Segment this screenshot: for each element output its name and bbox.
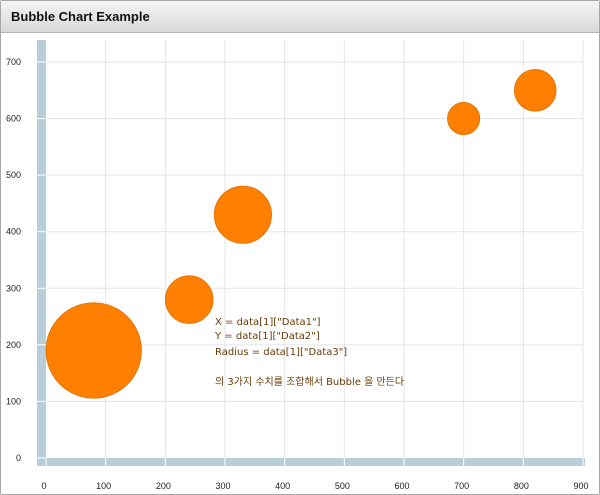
bubble <box>513 69 557 112</box>
x-tick-label: 0 <box>41 481 46 491</box>
y-tick-label: 300 <box>6 283 21 293</box>
x-tick-label: 300 <box>215 481 230 491</box>
x-tick-label: 700 <box>454 481 469 491</box>
grid <box>46 40 584 458</box>
x-tick-label: 500 <box>335 481 350 491</box>
x-tick-label: 800 <box>514 481 529 491</box>
y-axis-bar <box>37 40 46 466</box>
y-tick-label: 0 <box>16 453 21 463</box>
axes: 0 100 200 300 400 500 600 700 800 900 0 100 200 300 40… <box>6 40 589 491</box>
annotation-line: 의 3가지 수치를 조합해서 Bubble 을 만든다 <box>215 375 404 388</box>
x-tick-label: 200 <box>156 481 171 491</box>
bubble <box>213 185 272 244</box>
annotation-line: Y = data[1]["Data2"] <box>214 331 320 342</box>
panel-title: Bubble Chart Example <box>11 9 150 24</box>
bubble <box>45 302 142 399</box>
x-tick-label: 600 <box>394 481 409 491</box>
bubble <box>447 102 481 136</box>
title-bar: Bubble Chart Example <box>1 1 599 33</box>
annotation: X = data[1]["Data1"] Y = data[1]["Data2"]… <box>214 317 404 388</box>
y-tick-label: 100 <box>6 396 21 406</box>
x-tick-label: 400 <box>275 481 290 491</box>
bubble <box>164 275 214 324</box>
annotation-line: X = data[1]["Data1"] <box>215 317 321 328</box>
x-tick-label: 900 <box>573 481 588 491</box>
y-tick-label: 600 <box>6 114 21 124</box>
x-tick-label: 100 <box>96 481 111 491</box>
x-axis-bar <box>37 458 585 466</box>
y-tick-label: 200 <box>6 340 21 350</box>
y-tick-label: 700 <box>6 57 21 67</box>
annotation-line: Radius = data[1]["Data3"] <box>215 347 347 358</box>
y-tick-label: 500 <box>6 170 21 180</box>
y-tick-label: 400 <box>6 227 21 237</box>
bubbles <box>45 69 557 399</box>
